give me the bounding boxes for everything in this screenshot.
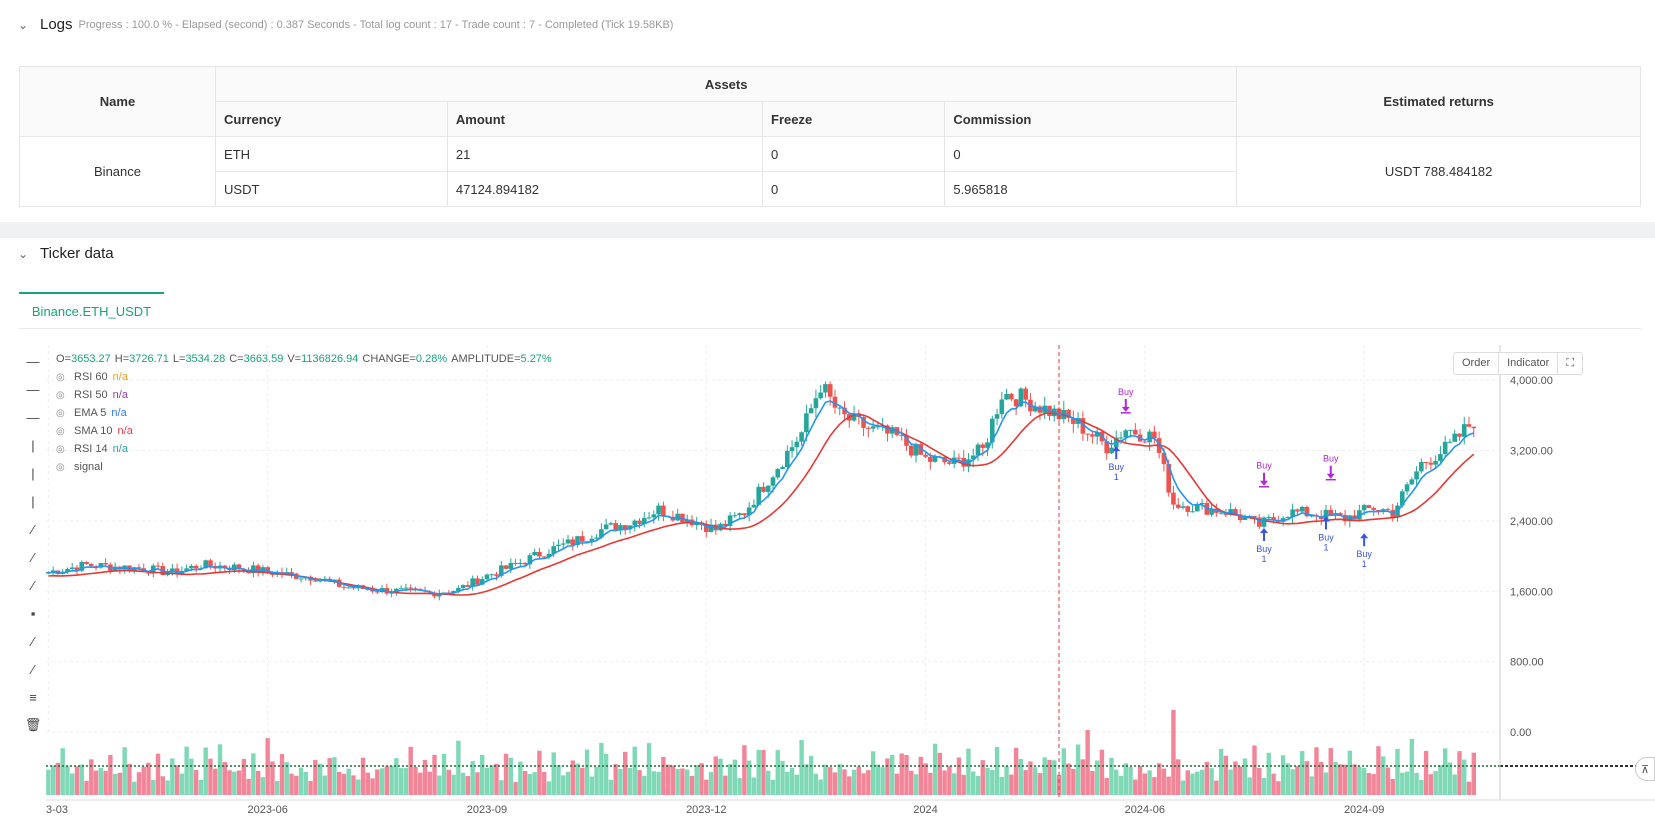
vertical-segment-icon[interactable]: | <box>31 493 35 509</box>
tab-binance-eth-usdt[interactable]: Binance.ETH_USDT <box>19 292 164 328</box>
ticker-title: Ticker data <box>40 245 114 262</box>
cell-freeze: 0 <box>762 136 946 172</box>
ohlc-item: AMPLITUDE=5.27% <box>451 353 552 365</box>
col-currency: Currency <box>215 101 448 137</box>
cell-amount: 21 <box>446 136 764 172</box>
logs-panel: ⌄ Logs Progress : 100.0 % - Elapsed (sec… <box>0 0 1655 222</box>
eye-icon[interactable]: ◎ <box>56 461 65 473</box>
legend-item[interactable]: ◎ RSI 50 n/a <box>56 386 556 404</box>
assets-table: Name Assets Estimated returns Currency A… <box>18 66 1641 207</box>
horizontal-ray-icon[interactable]: — <box>26 381 40 397</box>
legend-name: SMA 10 <box>74 425 113 437</box>
legend-item[interactable]: ◎ SMA 10 n/a <box>56 422 556 440</box>
eye-icon[interactable]: ◎ <box>56 389 65 401</box>
chart-legend: O=3653.27 H=3726.71 L=3534.28 C=3663.59 V=11… <box>56 350 556 476</box>
cell-amount: 47124.894182 <box>446 171 764 207</box>
order-button[interactable]: Order <box>1454 353 1500 374</box>
exchange-cell: Binance <box>18 136 217 207</box>
cell-commission: 5.965818 <box>944 171 1238 207</box>
legend-item[interactable]: ◎ signal <box>56 458 556 476</box>
cell-currency: USDT <box>215 171 448 207</box>
legend-value: n/a <box>112 389 128 401</box>
trend-line-icon[interactable]: ∕ <box>31 521 35 537</box>
legend-name: RSI 50 <box>74 389 108 401</box>
ohlc-item: CHANGE=0.28% <box>362 353 448 365</box>
col-name: Name <box>18 66 217 137</box>
cell-commission: 0 <box>944 136 1238 172</box>
logs-header[interactable]: ⌄ Logs Progress : 100.0 % - Elapsed (sec… <box>18 16 673 33</box>
legend-item[interactable]: ◎ RSI 14 n/a <box>56 440 556 458</box>
ticker-header[interactable]: ⌄ Ticker data <box>18 245 114 262</box>
ohlc-item: C=3663.59 <box>229 353 284 365</box>
eye-icon[interactable]: ◎ <box>56 407 65 419</box>
logs-title: Logs <box>40 16 73 33</box>
parallel-channel-icon[interactable]: ∕ <box>31 633 35 649</box>
ohlc-item: O=3653.27 <box>56 353 111 365</box>
tab-divider <box>19 328 1641 329</box>
col-estimated: Estimated returns <box>1236 66 1641 137</box>
col-freeze: Freeze <box>762 101 946 137</box>
ohlc-item: L=3534.28 <box>172 353 226 365</box>
legend-value: n/a <box>117 425 133 437</box>
ticker-panel: ⌄ Ticker data Binance.ETH_USDT <box>0 238 1655 821</box>
ohlc-readout: O=3653.27 H=3726.71 L=3534.28 C=3663.59 V=11… <box>56 350 556 368</box>
indicator-button[interactable]: Indicator <box>1499 353 1559 374</box>
segment-icon[interactable]: — <box>26 409 40 425</box>
table-row: USDT 47124.894182 0 5.965818 <box>20 171 1641 207</box>
chevron-down-icon[interactable]: ⌄ <box>18 246 29 261</box>
cell-freeze: 0 <box>762 171 946 207</box>
ohlc-item: V=1136826.94 <box>287 353 359 365</box>
legend-value: n/a <box>112 371 128 383</box>
vertical-ray-icon[interactable]: | <box>31 465 35 481</box>
eye-icon[interactable]: ◎ <box>56 425 65 437</box>
col-commission: Commission <box>944 101 1238 137</box>
chart-buttons: Order Indicator ⛶ <box>1453 352 1584 375</box>
vertical-line-icon[interactable]: | <box>31 437 35 453</box>
fullscreen-icon[interactable]: ⛶ <box>1566 357 1575 369</box>
eye-icon[interactable]: ◎ <box>56 443 65 455</box>
legend-item[interactable]: ◎ EMA 5 n/a <box>56 404 556 422</box>
table-row: Binance ETH 21 0 0 USDT 788.484182 <box>18 136 1641 207</box>
legend-value: n/a <box>111 407 127 419</box>
logs-summary: Progress : 100.0 % - Elapsed (second) : … <box>78 18 674 31</box>
trash-icon[interactable]: 🗑 <box>24 717 42 732</box>
legend-name: EMA 5 <box>74 407 107 419</box>
horizontal-line-icon[interactable]: — <box>26 353 40 369</box>
eye-icon[interactable]: ◎ <box>56 371 65 383</box>
chevron-down-icon[interactable]: ⌄ <box>18 17 29 32</box>
price-label-icon[interactable]: ▪ <box>30 605 36 621</box>
ray-line-icon[interactable]: ∕ <box>31 549 35 565</box>
ohlc-item: H=3726.71 <box>114 353 169 365</box>
estimated-returns-cell: USDT 788.484182 <box>1236 136 1641 207</box>
legend-item[interactable]: ◎ RSI 60 n/a <box>56 368 556 386</box>
legend-value: n/a <box>112 443 128 455</box>
cell-currency: ETH <box>215 136 448 172</box>
col-amount: Amount <box>446 101 764 137</box>
col-assets: Assets <box>215 66 1238 102</box>
extended-line-icon[interactable]: ∕ <box>31 577 35 593</box>
pitchfork-icon[interactable]: ∕ <box>31 661 35 677</box>
legend-name: signal <box>74 461 103 473</box>
legend-name: RSI 60 <box>74 371 108 383</box>
legend-name: RSI 14 <box>74 443 108 455</box>
fibonacci-icon[interactable]: ≡ <box>29 689 37 705</box>
scroll-to-top-icon[interactable]: ⊼ <box>1635 757 1655 781</box>
drawing-toolbar: — — — | | | ∕ ∕ ∕ ▪ ∕ ∕ ≡ 🗑 <box>22 350 44 742</box>
